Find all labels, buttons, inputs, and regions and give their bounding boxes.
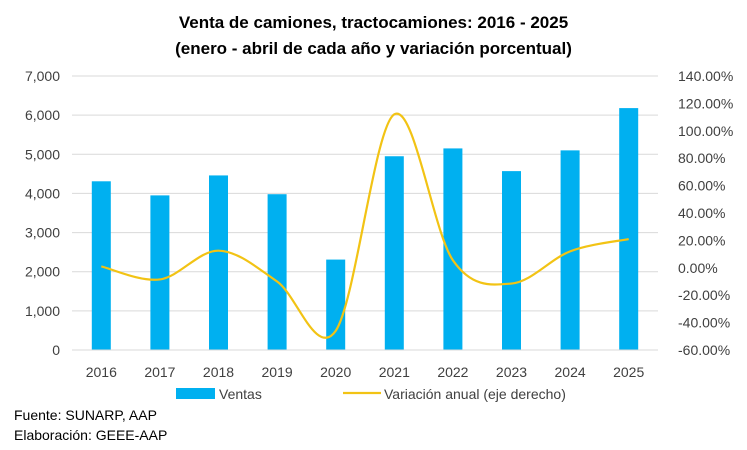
y-left-tick-label: 6,000 [25, 107, 60, 123]
y-right-tick-label: 60.00% [678, 178, 725, 194]
x-tick-label: 2019 [262, 364, 293, 380]
x-tick-label: 2024 [555, 364, 586, 380]
x-tick-label: 2016 [86, 364, 117, 380]
bar-ventas-2019 [267, 194, 287, 350]
y-left-tick-label: 4,000 [25, 185, 60, 201]
bar-ventas-2018 [209, 175, 228, 350]
y-right-tick-label: -20.00% [678, 287, 730, 303]
footer-elaboration: Elaboración: GEEE-AAP [14, 427, 168, 443]
chart-title: Venta de camiones, tractocamiones: 2016 … [178, 13, 569, 32]
chart-canvas: 0 1,000 2,000 3,000 4,000 5,000 6,000 7,000 -60… [25, 68, 733, 402]
y-left-tick-label: 0 [52, 342, 60, 358]
y-axis-left-ticks: 0 1,000 2,000 3,000 4,000 5,000 6,000 7,000 [25, 68, 60, 358]
y-right-tick-label: 40.00% [678, 205, 725, 221]
x-tick-label: 2020 [320, 364, 351, 380]
legend-swatch-ventas [176, 388, 215, 399]
y-axis-right-ticks: -60.00% -40.00% -20.00% 0.00% 20.00% 40.00% 60… [678, 68, 733, 358]
gridlines [72, 75, 658, 312]
x-axis-ticks: 2016 2017 2018 2019 2020 2021 2022 2023 2024 2025 [86, 364, 645, 380]
x-tick-label: 2017 [144, 364, 175, 380]
bar-ventas-2023 [502, 171, 521, 350]
line-series-variacion [101, 112, 629, 339]
y-right-tick-label: 80.00% [678, 150, 725, 166]
x-tick-label: 2023 [496, 364, 527, 380]
y-left-tick-label: 3,000 [25, 225, 60, 241]
bar-ventas-2021 [384, 156, 404, 350]
legend-label-ventas: Ventas [219, 386, 262, 402]
x-tick-label: 2018 [203, 364, 234, 380]
bar-series [91, 108, 639, 351]
y-right-tick-label: -60.00% [678, 342, 730, 358]
bar-ventas-2016 [91, 181, 111, 350]
x-tick-label: 2022 [437, 364, 468, 380]
bar-ventas-2017 [150, 195, 170, 350]
footer-source: Fuente: SUNARP, AAP [14, 407, 157, 423]
y-left-tick-label: 1,000 [25, 303, 60, 319]
y-right-tick-label: 100.00% [678, 123, 733, 139]
bar-ventas-2020 [326, 259, 346, 350]
y-right-tick-label: 140.00% [678, 68, 733, 84]
legend: Ventas Variación anual (eje derecho) [176, 386, 566, 402]
y-left-tick-label: 7,000 [25, 68, 60, 84]
y-right-tick-label: 20.00% [678, 232, 725, 248]
chart-subtitle: (enero - abril de cada año y variación p… [175, 39, 572, 58]
y-right-tick-label: 0.00% [678, 260, 718, 276]
x-tick-label: 2021 [379, 364, 410, 380]
legend-label-variacion: Variación anual (eje derecho) [384, 386, 566, 402]
y-right-tick-label: -40.00% [678, 315, 730, 331]
bar-ventas-2022 [443, 148, 463, 350]
bar-ventas-2025 [619, 108, 639, 351]
y-right-tick-label: 120.00% [678, 95, 733, 111]
x-tick-label: 2025 [613, 364, 644, 380]
y-left-tick-label: 2,000 [25, 264, 60, 280]
y-left-tick-label: 5,000 [25, 146, 60, 162]
